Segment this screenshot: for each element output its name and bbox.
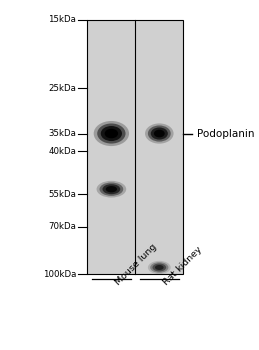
Text: 35kDa: 35kDa	[48, 129, 76, 138]
Ellipse shape	[101, 126, 122, 141]
Text: 70kDa: 70kDa	[48, 222, 76, 231]
Ellipse shape	[145, 124, 174, 144]
Ellipse shape	[148, 261, 171, 274]
Ellipse shape	[105, 129, 118, 138]
Ellipse shape	[154, 130, 165, 137]
Text: 25kDa: 25kDa	[48, 84, 76, 93]
Ellipse shape	[106, 186, 117, 193]
Ellipse shape	[97, 181, 126, 197]
Ellipse shape	[155, 265, 164, 270]
Ellipse shape	[153, 264, 166, 272]
Text: 40kDa: 40kDa	[48, 147, 76, 156]
Ellipse shape	[103, 184, 120, 194]
Bar	[88, 20, 183, 274]
Text: Rat kidney: Rat kidney	[162, 245, 204, 287]
Text: 100kDa: 100kDa	[43, 270, 76, 279]
Text: Podoplanin: Podoplanin	[197, 128, 254, 139]
Text: 15kDa: 15kDa	[48, 15, 76, 24]
Ellipse shape	[94, 121, 129, 146]
Text: Mouse lung: Mouse lung	[114, 242, 159, 287]
Ellipse shape	[150, 262, 168, 273]
Ellipse shape	[148, 125, 171, 142]
Ellipse shape	[99, 182, 123, 196]
Ellipse shape	[151, 127, 168, 140]
Ellipse shape	[97, 124, 126, 144]
Text: 55kDa: 55kDa	[48, 190, 76, 199]
